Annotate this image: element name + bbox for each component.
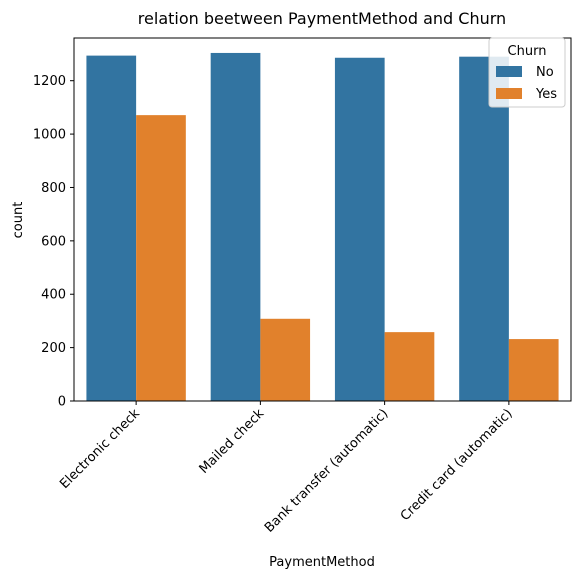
bar-no-0 xyxy=(86,55,137,401)
legend-title: Churn xyxy=(508,44,547,59)
y-tick-label: 200 xyxy=(41,341,66,356)
y-tick-label: 0 xyxy=(58,395,66,410)
bar-no-2 xyxy=(334,57,385,402)
plot-area xyxy=(86,52,559,402)
bar-no-1 xyxy=(210,52,261,402)
y-tick-label: 1000 xyxy=(33,128,66,143)
x-tick-label: Mailed check xyxy=(197,406,268,477)
y-tick-label: 400 xyxy=(41,288,66,303)
y-tick-label: 1200 xyxy=(33,74,66,89)
x-axis-title: PaymentMethod xyxy=(269,555,375,570)
bar-yes-0 xyxy=(136,115,186,401)
y-tick-label: 800 xyxy=(41,181,66,196)
chart-title: relation beetween PaymentMethod and Chur… xyxy=(138,9,506,28)
x-tick-label: Credit card (automatic) xyxy=(398,406,516,524)
bar-yes-1 xyxy=(260,318,311,401)
y-tick-label: 600 xyxy=(41,234,66,249)
x-tick-label: Bank transfer (automatic) xyxy=(262,406,392,536)
legend-swatch-no xyxy=(496,66,522,77)
bar-yes-2 xyxy=(384,332,435,401)
bar-yes-3 xyxy=(508,339,559,401)
legend-swatch-yes xyxy=(496,88,522,99)
legend: Churn No Yes xyxy=(488,37,566,108)
plot-frame xyxy=(73,37,572,402)
legend-label-no: No xyxy=(536,65,554,80)
x-tick-label: Electronic check xyxy=(57,406,143,492)
bar-no-3 xyxy=(459,56,509,401)
y-axis-title: count xyxy=(11,202,26,239)
y-axis-ticks: 0 200 400 600 800 1000 1200 xyxy=(33,74,74,410)
legend-label-yes: Yes xyxy=(535,87,557,102)
